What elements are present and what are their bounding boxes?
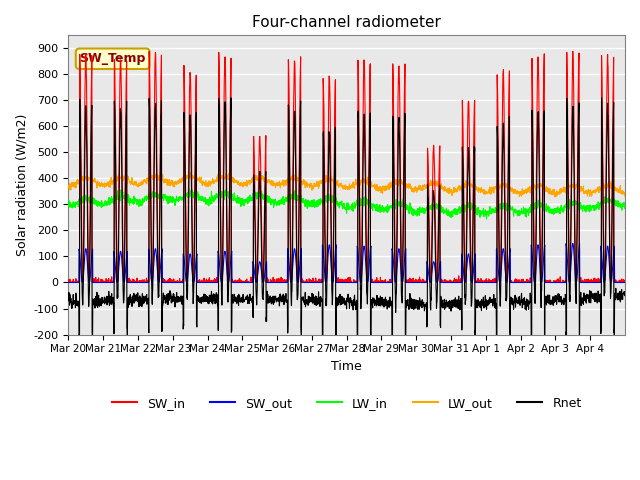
- Legend: SW_in, SW_out, LW_in, LW_out, Rnet: SW_in, SW_out, LW_in, LW_out, Rnet: [107, 392, 587, 415]
- Title: Four-channel radiometer: Four-channel radiometer: [252, 15, 441, 30]
- Y-axis label: Solar radiation (W/m2): Solar radiation (W/m2): [15, 114, 28, 256]
- Text: SW_Temp: SW_Temp: [79, 52, 146, 65]
- X-axis label: Time: Time: [332, 360, 362, 373]
